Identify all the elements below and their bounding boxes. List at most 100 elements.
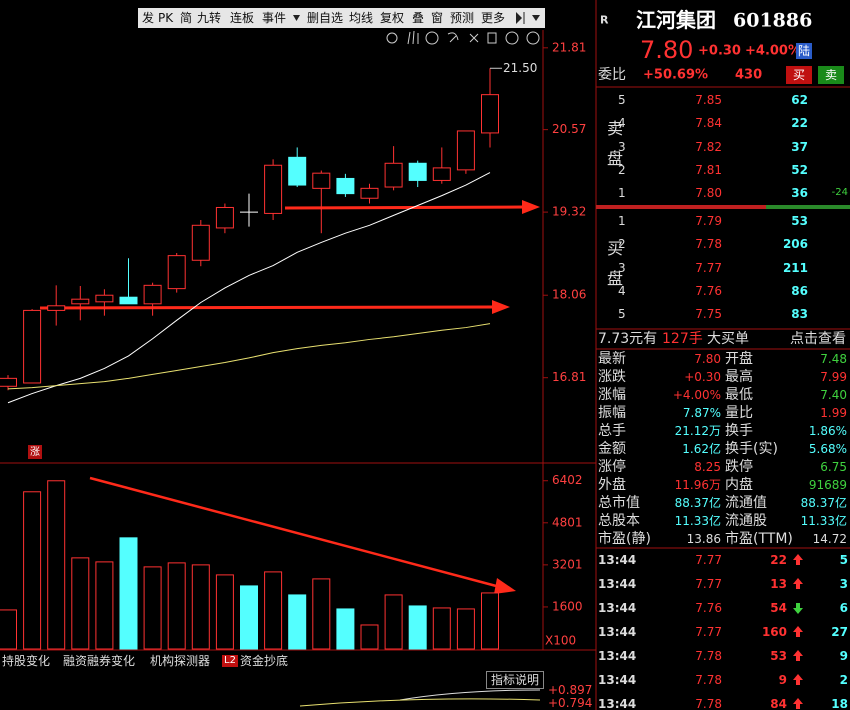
label: 卖盘 <box>604 120 623 180</box>
y-tick-label: 6402 <box>552 473 583 487</box>
trade-arrow <box>793 554 803 565</box>
label: 13.86 <box>686 532 721 546</box>
toolbar-icons <box>386 30 540 45</box>
candle-body <box>167 255 186 290</box>
indicator-tab[interactable]: 融资融券变化 <box>63 654 136 668</box>
toolbar-button[interactable]: 复权 <box>380 11 405 25</box>
volume-bar <box>143 566 162 650</box>
label: 1 <box>618 214 626 228</box>
label: 13:44 <box>598 577 637 591</box>
label: 1.62亿 <box>682 442 721 456</box>
toolbar-button[interactable]: 叠 <box>412 11 425 25</box>
y-tick-label: 4801 <box>552 515 583 529</box>
volume-bar <box>215 574 234 650</box>
label: +50.69% <box>643 67 709 83</box>
label: 4 <box>618 283 626 298</box>
label: 1.99 <box>820 406 847 420</box>
candle-body <box>191 224 210 261</box>
ma-line <box>7 323 491 390</box>
toolbar-button[interactable]: 窗 <box>431 11 444 25</box>
indicator-help[interactable]: 指标说明 <box>486 671 545 689</box>
label: 127手 <box>662 331 703 347</box>
toolbar-button[interactable]: PK <box>158 11 174 25</box>
candle-body <box>95 294 114 303</box>
label: 1.86% <box>808 424 847 438</box>
toolbar-button[interactable]: 均线 <box>349 11 374 25</box>
label: 7.40 <box>820 388 847 402</box>
label: 4 <box>618 116 626 131</box>
toolbar-button[interactable]: 九转 <box>197 11 222 25</box>
toolbar-button[interactable]: 更多 <box>481 11 506 25</box>
icon[interactable] <box>293 15 300 21</box>
y-tick-label: 20.57 <box>552 122 586 136</box>
label: 430 <box>735 67 763 83</box>
label: 13:44 <box>598 697 637 710</box>
candle-body <box>215 206 234 229</box>
indicator-tab[interactable]: L2 <box>222 655 238 667</box>
toolbar-button[interactable]: 事件 <box>262 11 287 25</box>
toolbar-button[interactable]: 简 <box>180 11 193 25</box>
label: 1 <box>618 186 626 201</box>
label: 7.78 <box>695 673 722 687</box>
link[interactable]: 点击查看 <box>790 331 846 347</box>
label: 3 <box>618 260 626 275</box>
label: 54 <box>770 601 787 615</box>
label: 84 <box>770 697 787 710</box>
candle-body <box>360 187 379 199</box>
label: 13:44 <box>598 553 637 567</box>
label: 陆 <box>796 43 813 59</box>
label: 86 <box>791 283 808 298</box>
label: -24 <box>831 187 848 199</box>
icon[interactable] <box>532 15 540 21</box>
indicator-tab[interactable]: 资金抄底 <box>240 654 289 668</box>
icon[interactable] <box>516 12 522 24</box>
volume-bar <box>481 592 499 650</box>
label: 5.68% <box>808 442 847 456</box>
trade-arrow <box>793 698 803 709</box>
label: 市盈(静) <box>598 531 651 547</box>
toolbar-button[interactable]: 删自选 <box>307 11 344 25</box>
label: 流通值 <box>725 495 767 511</box>
label: 7.75 <box>695 307 722 322</box>
label: 7.73元有 <box>598 331 658 347</box>
label: 换手(实) <box>725 441 778 457</box>
toolbar-button[interactable]: 发 <box>142 11 155 25</box>
label: 13 <box>770 577 787 591</box>
label: 7.78 <box>695 697 722 710</box>
label: 7.82 <box>695 139 722 154</box>
label: 6 <box>839 601 848 615</box>
label: 7.77 <box>695 577 722 591</box>
candle-body <box>143 284 162 305</box>
label: 27 <box>831 625 848 639</box>
label: 13:44 <box>598 601 637 615</box>
trade-arrow <box>793 674 803 685</box>
label: 7.99 <box>820 370 847 384</box>
buy-button[interactable]: 买 <box>786 66 813 84</box>
indicator-tab[interactable]: 持股变化 <box>2 654 51 668</box>
label: 2 <box>618 162 626 177</box>
label: 7.80 <box>695 186 722 201</box>
sell-button[interactable]: 卖 <box>818 66 845 84</box>
label: 9 <box>839 649 848 663</box>
label: 大买单 <box>707 331 749 347</box>
toolbar-button[interactable]: 连板 <box>230 11 255 25</box>
label: 7.77 <box>695 625 722 639</box>
volume-bar <box>360 624 379 650</box>
ratio-bar-buy <box>596 205 766 209</box>
label: 开盘 <box>725 351 753 367</box>
indicator-tab[interactable]: 机构探测器 <box>150 654 211 668</box>
volume-bar <box>119 537 138 650</box>
label: 36 <box>791 186 808 201</box>
label: 总市值 <box>598 495 640 511</box>
annotation-arrows <box>39 200 540 594</box>
toolbar-button[interactable]: 预测 <box>450 11 475 25</box>
volume-bar <box>456 608 475 650</box>
label: 2 <box>618 237 626 252</box>
label: 11.96万 <box>674 478 721 492</box>
label: 7.76 <box>695 283 722 298</box>
label: 3 <box>839 577 848 591</box>
candle-body <box>119 296 138 305</box>
label: 211 <box>782 260 808 275</box>
label: 7.76 <box>695 601 722 615</box>
marker-bg <box>28 445 42 459</box>
